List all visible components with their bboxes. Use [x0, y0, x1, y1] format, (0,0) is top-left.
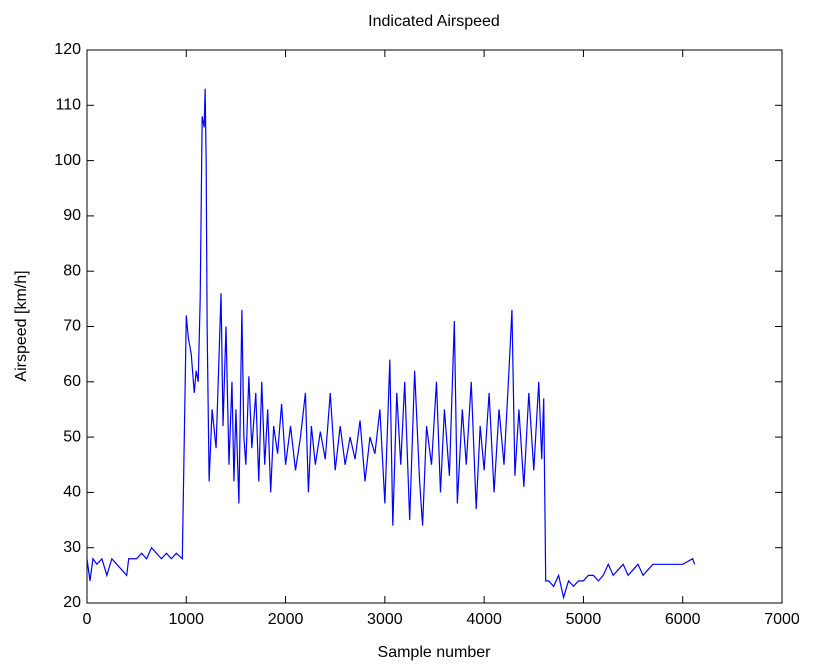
x-tick-label: 3000: [367, 611, 403, 628]
y-tick-label: 50: [63, 428, 81, 445]
y-tick-label: 100: [54, 152, 81, 169]
y-tick-label: 60: [63, 373, 81, 390]
x-tick-label: 0: [83, 611, 92, 628]
y-tick-label: 30: [63, 539, 81, 556]
chart-title: Indicated Airspeed: [368, 13, 500, 30]
x-tick-label: 1000: [168, 611, 204, 628]
data-line: [86, 88, 696, 600]
x-tick-label: 4000: [466, 611, 502, 628]
y-tick-label: 120: [54, 41, 81, 58]
plot-area: [86, 49, 783, 604]
y-tick-label: 110: [55, 97, 81, 114]
y-axis-label: Airspeed [km/h]: [13, 270, 30, 381]
x-tick-label: 6000: [665, 611, 701, 628]
x-tick-label: 2000: [268, 611, 304, 628]
y-tick-label: 90: [63, 207, 81, 224]
y-tick-label: 70: [63, 318, 81, 335]
x-axis-label: Sample number: [378, 644, 492, 661]
x-tick-label: 7000: [764, 611, 800, 628]
x-tick-label: 5000: [566, 611, 602, 628]
y-tick-label: 20: [63, 594, 81, 611]
y-tick-label: 80: [63, 262, 81, 279]
y-tick-label: 40: [63, 484, 81, 501]
